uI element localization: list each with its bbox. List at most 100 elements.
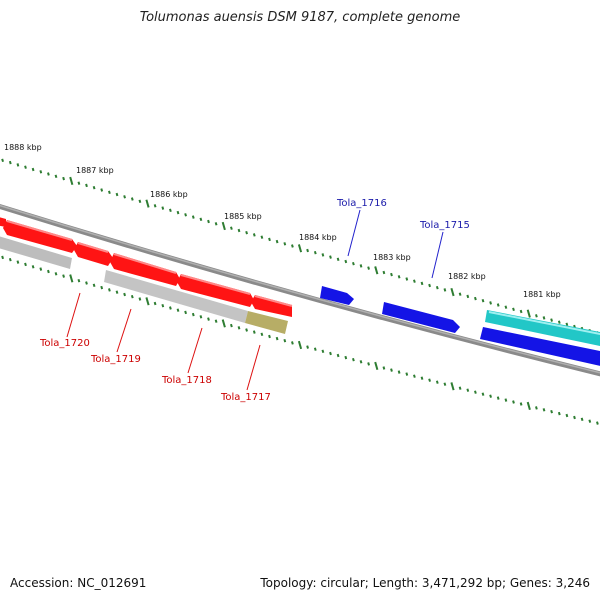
inner-minor-tick [313, 347, 317, 351]
accession-text: Accession: NC_012691 [10, 576, 147, 590]
pseudo-gene-bar[interactable] [0, 235, 72, 269]
outer-major-tick [69, 176, 74, 186]
outer-minor-tick [191, 215, 195, 219]
inner-minor-tick [31, 265, 35, 269]
inner-minor-tick [336, 353, 340, 358]
reverse-gene-labels: Tola_1716 Tola_1715 [336, 198, 470, 279]
inner-minor-tick [184, 310, 187, 315]
inner-minor-tick [321, 349, 325, 354]
outer-minor-tick [336, 257, 340, 262]
outer-minor-tick [405, 277, 409, 281]
cyan-gene[interactable] [485, 310, 600, 347]
inner-minor-tick [283, 338, 287, 343]
gene-arrow[interactable] [382, 302, 460, 333]
gene-arrow[interactable] [0, 216, 6, 227]
outer-minor-tick [85, 183, 88, 188]
inner-minor-tick [557, 411, 561, 416]
gene-arrow[interactable] [74, 242, 113, 266]
outer-major-tick [374, 266, 379, 275]
gene-arrow[interactable] [3, 220, 77, 253]
inner-minor-tick [85, 281, 88, 285]
inner-minor-tick [367, 362, 370, 366]
inner-minor-tick [39, 267, 43, 271]
inner-minor-tick [16, 260, 20, 264]
inner-minor-tick [542, 408, 546, 412]
outer-minor-tick [1, 158, 4, 163]
rna-gene-bar[interactable] [245, 311, 288, 334]
outer-minor-tick [535, 314, 538, 318]
inner-minor-tick [466, 388, 470, 392]
inner-minor-tick [359, 360, 363, 364]
inner-minor-tick [214, 319, 218, 323]
inner-minor-tick [169, 306, 172, 310]
inner-minor-tick [230, 323, 233, 328]
inner-minor-tick [92, 283, 96, 288]
inner-minor-tick [573, 415, 576, 420]
inner-minor-tick [352, 357, 355, 362]
outer-minor-tick [519, 309, 523, 314]
outer-major-tick [450, 287, 455, 297]
inner-minor-tick [489, 394, 492, 398]
scale-label-1885: 1885 kbp [224, 212, 262, 221]
outer-minor-tick [237, 228, 241, 233]
outer-minor-tick [199, 217, 203, 222]
inner-minor-tick [496, 396, 500, 400]
inner-minor-tick [588, 419, 592, 423]
outer-minor-tick [108, 190, 111, 195]
inner-minor-tick [207, 317, 210, 321]
inner-minor-tick [344, 355, 348, 360]
inner-minor-tick [550, 409, 553, 414]
outer-minor-tick [557, 320, 561, 324]
pseudo-gene-bar[interactable] [104, 270, 248, 323]
inner-major-tick [145, 297, 150, 306]
outer-minor-tick [382, 270, 386, 275]
outer-minor-tick [54, 174, 58, 179]
grey-features [0, 235, 288, 334]
gene-arrow[interactable] [251, 295, 292, 317]
gene-label-tola-1716: Tola_1716 [336, 198, 387, 209]
outer-minor-tick [207, 219, 210, 224]
outer-minor-tick [512, 307, 515, 312]
inner-minor-tick [1, 255, 4, 260]
inner-minor-tick [245, 328, 248, 332]
outer-minor-tick [504, 305, 508, 309]
inner-minor-tick [199, 315, 203, 319]
outer-minor-tick [62, 176, 65, 181]
inner-minor-tick [458, 386, 462, 390]
outer-minor-tick [8, 160, 12, 165]
outer-major-tick [297, 244, 303, 253]
inner-minor-tick [428, 378, 431, 382]
outer-minor-tick [252, 233, 256, 237]
inner-minor-tick [519, 402, 523, 406]
inner-minor-tick [443, 382, 447, 386]
inner-minor-tick [481, 392, 485, 396]
outer-minor-tick [123, 195, 126, 199]
outer-minor-tick [283, 242, 287, 246]
inner-minor-tick [115, 290, 119, 294]
inner-minor-tick [535, 406, 538, 410]
inner-minor-tick [176, 308, 180, 312]
topology-summary: Topology: circular; Length: 3,471,292 bp… [260, 576, 590, 590]
inner-major-tick [297, 340, 303, 350]
outer-minor-tick [466, 294, 470, 299]
gene-arrow[interactable] [177, 274, 254, 307]
gene-arrow[interactable] [480, 327, 600, 367]
outer-minor-tick [481, 298, 485, 303]
inner-minor-tick [123, 292, 126, 297]
outer-minor-tick [16, 163, 20, 167]
forward-gene-labels: Tola_1720 Tola_1719 Tola_1718 Tola_1717 [39, 292, 271, 403]
outer-minor-tick [435, 285, 439, 290]
outer-minor-tick [420, 281, 424, 286]
outer-minor-tick [24, 165, 27, 169]
inner-minor-tick [268, 334, 271, 339]
forward-strand-genes [0, 216, 293, 317]
gene-arrow[interactable] [110, 253, 180, 286]
outer-minor-tick [176, 210, 180, 215]
inner-minor-tick [474, 390, 477, 394]
gene-arrow[interactable] [320, 286, 354, 305]
inner-minor-tick [504, 398, 508, 402]
gene-label-tola-1720: Tola_1720 [39, 338, 90, 349]
scale-labels: 1888 kbp 1887 kbp 1886 kbp 1885 kbp 1884… [4, 143, 561, 299]
outer-minor-tick [313, 250, 317, 255]
outer-minor-tick [397, 275, 401, 279]
